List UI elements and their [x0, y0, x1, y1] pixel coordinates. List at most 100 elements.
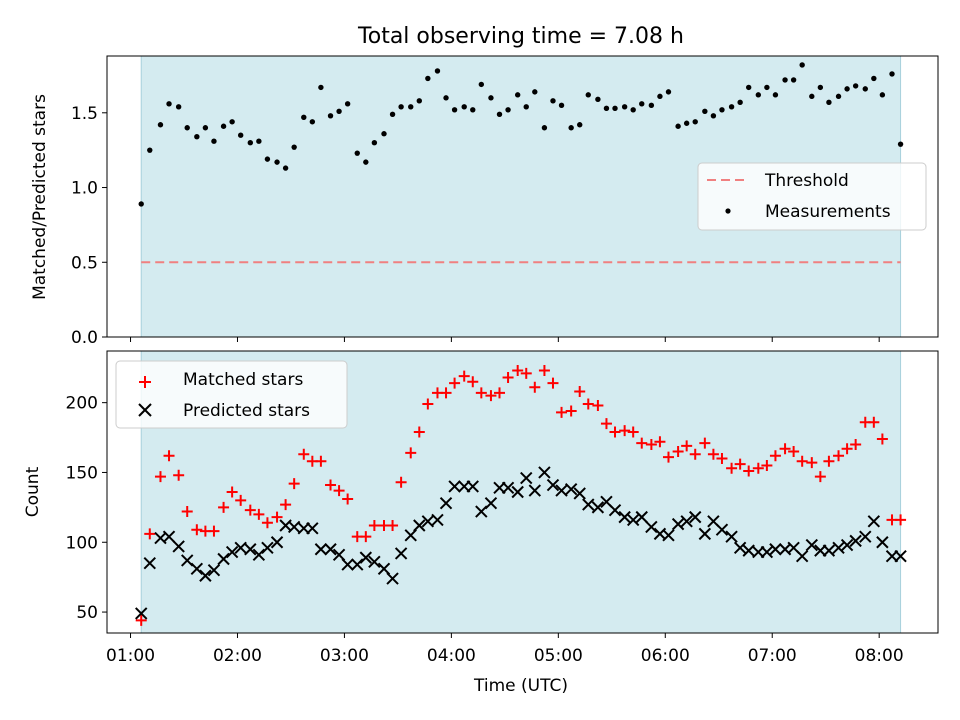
measurements-point [692, 119, 698, 125]
measurements-point [408, 104, 414, 110]
matched-stars-point [218, 501, 230, 513]
measurements-point [175, 104, 182, 110]
predicted-stars-point [439, 496, 453, 510]
matched-stars-point [494, 387, 506, 399]
predicted-stars-point [573, 487, 586, 500]
matched-stars-point [181, 506, 193, 518]
predicted-stars-point [822, 544, 836, 557]
measurements-point [336, 108, 342, 115]
measurements-point [558, 102, 565, 109]
measurements-point [603, 105, 610, 112]
count-legend: Matched stars Predicted stars [115, 360, 348, 429]
predicted-stars-point [689, 510, 702, 524]
predicted-stars-point [715, 523, 729, 536]
matched-stars-point [298, 448, 310, 460]
predicted-stars-point [859, 530, 872, 543]
ratio-panel-frame [106, 55, 939, 338]
predicted-stars-point [832, 541, 845, 555]
matched-stars-point [823, 455, 835, 467]
predicted-stars-point [448, 480, 461, 493]
matched-stars-point [467, 376, 479, 388]
matched-stars-point [645, 439, 657, 451]
matched-stars-point [547, 377, 559, 389]
matched-stars-point [662, 451, 674, 463]
matched-stars-point [538, 365, 550, 377]
matched-stars-point [226, 486, 238, 498]
x-tick-label: 04:00 [427, 646, 476, 666]
measurements-point [585, 92, 591, 98]
predicted-stars-point [394, 547, 408, 560]
count-legend-box [115, 360, 348, 429]
matched-stars-point [512, 365, 524, 377]
matched-stars-point [173, 469, 185, 481]
measurements-point [461, 104, 467, 110]
predicted-stars-point [867, 515, 881, 528]
predicted-stars-point [306, 522, 319, 535]
matched-stars-point [868, 416, 880, 428]
measurements-point [889, 71, 895, 77]
x-tick-label: 05:00 [534, 646, 583, 666]
predicted-stars-point [466, 480, 479, 493]
x-tick-label: 02:00 [213, 646, 262, 666]
x-tick-label: 08:00 [855, 646, 904, 666]
matched-stars-point [368, 520, 380, 532]
measurements-point [844, 86, 850, 92]
predicted-stars-point [671, 517, 685, 531]
measurements-point [344, 101, 351, 107]
matched-stars-point [806, 457, 818, 469]
matched-stars-point [707, 448, 719, 460]
ratio-legend-box [697, 162, 927, 231]
predicted-stars-point [501, 481, 515, 495]
matched-stars-point [814, 471, 826, 483]
matched-stars-point [734, 458, 746, 470]
measurements-point [354, 150, 360, 156]
measurements-point [282, 165, 289, 171]
measurements-point [871, 75, 877, 82]
matched-stars-point [895, 514, 907, 526]
matched-stars-point [440, 387, 452, 399]
measurements-point [577, 122, 583, 128]
matched-stars-point [726, 462, 738, 474]
predicted-stars-point [225, 545, 239, 559]
y-tick-label: 0.0 [71, 328, 98, 348]
measurements-point [220, 123, 227, 129]
measurements-point [147, 147, 153, 153]
matched-stars-point [360, 531, 372, 543]
measurements-point [862, 86, 868, 92]
matched-stars-point [325, 479, 337, 491]
measurements-point [157, 122, 164, 128]
matched-stars-point [253, 508, 265, 520]
measurements-point [568, 125, 574, 131]
measurements-point [496, 111, 503, 117]
measurements-point [764, 84, 770, 91]
predicted-stars-point [207, 563, 221, 577]
measurements-point [621, 104, 628, 110]
matched-stars-point [627, 426, 639, 438]
predicted-stars-point [849, 534, 862, 548]
x-tick-label: 01:00 [106, 646, 155, 666]
measurements-point [683, 120, 690, 126]
predicted-stars-point [546, 478, 560, 492]
matched-stars-point [752, 462, 764, 474]
measurements-point [639, 101, 645, 107]
matched-stars-point [609, 426, 621, 438]
measurements-point [657, 93, 663, 100]
predicted-stars-point [190, 562, 204, 575]
measurements-point [309, 119, 316, 125]
measurements-point [710, 113, 717, 119]
x-axis-label: Time (UTC) [473, 676, 568, 696]
predicted-stars-point [591, 501, 605, 514]
predicted-stars-point [538, 466, 551, 479]
count-y-axis-label: Count [23, 466, 43, 517]
matched-stars-point [796, 455, 808, 467]
predicted-stars-point [234, 541, 247, 555]
y-tick-label: 200 [66, 394, 98, 414]
matched-stars-point [288, 478, 300, 490]
measurements-point [648, 102, 655, 109]
matched-stars-point [769, 450, 781, 462]
predicted-stars-point [484, 496, 498, 510]
measurements-point [790, 77, 797, 83]
matched-stars-point [716, 452, 728, 464]
x-tick-label: 07:00 [748, 646, 797, 666]
measurements-point [630, 107, 636, 113]
